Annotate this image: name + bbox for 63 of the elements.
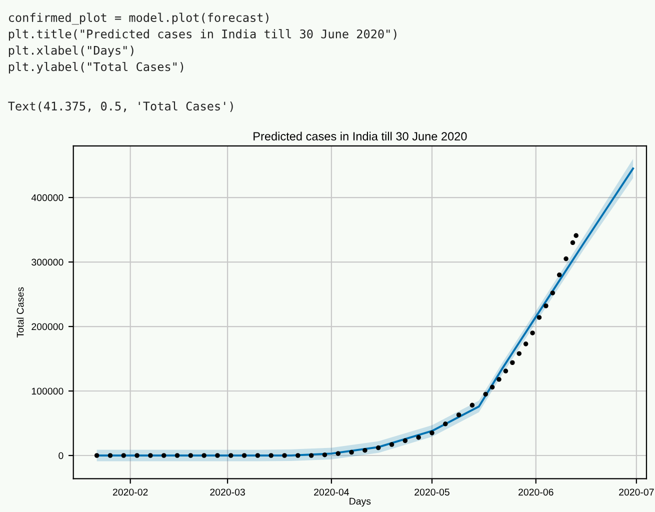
point (268, 453, 274, 458)
point (215, 453, 220, 458)
point (174, 453, 180, 458)
point (94, 453, 100, 458)
point (242, 453, 247, 458)
point (389, 442, 394, 447)
point (362, 448, 368, 453)
point (349, 450, 354, 455)
point (544, 303, 548, 308)
x-tick-label: 2020-04 (314, 488, 349, 496)
x-tick-label: 2020-06 (518, 488, 554, 496)
chart-title: Predicted cases in India till 30 June 2020 (254, 132, 467, 140)
point (336, 451, 341, 456)
y-tick-label: 200000 (32, 323, 64, 330)
x-tick-label: 2020-03 (210, 488, 245, 496)
point (523, 342, 528, 346)
y-axis-title: Total Cases (16, 287, 24, 338)
point (442, 422, 448, 426)
point (322, 452, 328, 458)
y-tick-label: 400000 (31, 194, 64, 202)
point (503, 368, 508, 374)
point (470, 402, 475, 408)
y-tick-label: 300000 (32, 258, 64, 266)
y-tick-label: 100000 (32, 388, 64, 395)
point (536, 315, 542, 320)
text: confirmed_plot = model.plot(forecast) (8, 12, 268, 25)
point (376, 445, 381, 450)
point (430, 430, 434, 436)
point (228, 453, 234, 458)
point (282, 453, 287, 458)
point (496, 377, 502, 382)
point (296, 453, 300, 458)
point (308, 453, 314, 458)
point (574, 233, 578, 238)
x-axis-title: Days (350, 498, 371, 507)
y-tick-label: 0 (58, 452, 64, 460)
point (550, 290, 556, 296)
point (108, 453, 113, 458)
x-tick-label: 2020-05 (414, 488, 450, 496)
point (202, 453, 206, 458)
point (456, 412, 462, 418)
point (121, 453, 126, 458)
point (255, 453, 260, 458)
point (148, 453, 153, 458)
x-tick-label: 2020-02 (112, 488, 148, 496)
point (570, 240, 576, 246)
point (402, 438, 408, 444)
point (416, 435, 421, 440)
point (490, 384, 495, 390)
point (516, 351, 522, 356)
point (510, 360, 515, 366)
point (530, 330, 535, 336)
point (556, 272, 562, 278)
point (134, 453, 140, 458)
text: Text(41.375, 0.5, 'Total Cases') (8, 101, 233, 112)
x-tick-label: 2020-07 (619, 488, 654, 496)
point (188, 453, 194, 458)
text: plt.xlabel("Days") (8, 46, 134, 58)
text: plt.ylabel("Total Cases") (8, 62, 184, 74)
point (564, 256, 568, 262)
point (161, 453, 166, 458)
point (483, 392, 488, 397)
text: plt.title("Predicted cases in India till 30 June 2020") (8, 29, 396, 41)
